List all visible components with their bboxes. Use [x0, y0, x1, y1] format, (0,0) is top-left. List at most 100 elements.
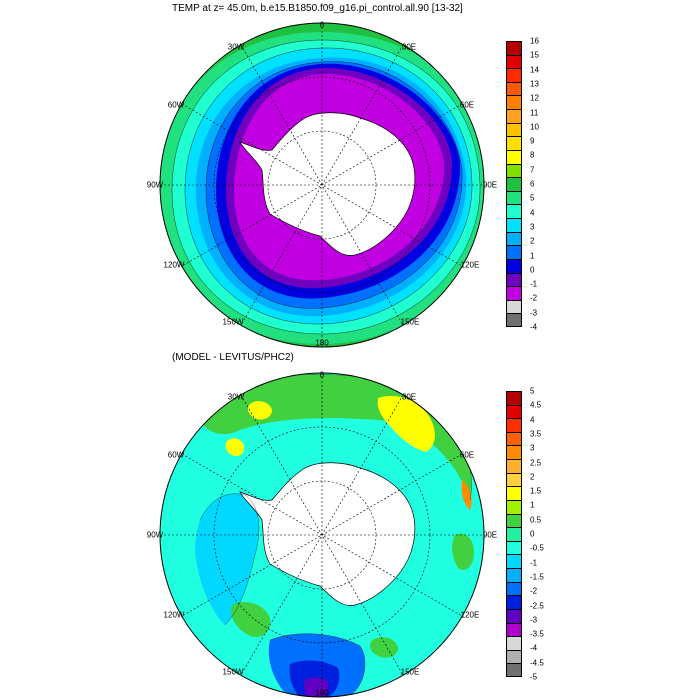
top-colorbar-swatch-14 — [506, 231, 522, 246]
top-colorbar-swatch-3 — [506, 81, 522, 96]
bottom-green-patch-e — [452, 533, 474, 571]
bottom-lon-60e: 60E — [459, 450, 475, 460]
top-colorbar-swatch-17 — [506, 272, 522, 287]
top-colorbar-swatch-2 — [506, 68, 522, 82]
top-colorbar-label: 8 — [530, 150, 535, 160]
bottom-map-title: (MODEL - LEVITUS/PHC2) — [172, 352, 294, 363]
bottom-colorbar-swatch-8 — [506, 499, 522, 514]
bottom-colorbar-swatch-16 — [506, 608, 522, 623]
bottom-colorbar-label: 2 — [530, 472, 535, 482]
top-lon-30w: 30W — [227, 42, 245, 52]
bottom-colorbar-label: -2 — [530, 586, 538, 596]
top-lon-150e: 150E — [400, 317, 420, 327]
bottom-colorbar-label: -2.5 — [530, 601, 544, 610]
bottom-lon-30w: 30W — [227, 392, 245, 402]
top-colorbar-swatch-9 — [506, 163, 522, 178]
top-lon-90w: 90W — [146, 180, 164, 190]
bottom-lon-60w: 60W — [167, 450, 185, 460]
bottom-colorbar-swatch-15 — [506, 595, 522, 609]
bottom-colorbar-swatch-3 — [506, 431, 522, 446]
bottom-colorbar-swatch-17 — [506, 622, 522, 637]
bottom-colorbar-swatch-2 — [506, 418, 522, 432]
top-colorbar-label: 13 — [530, 79, 539, 89]
top-colorbar-swatch-8 — [506, 149, 522, 164]
bottom-colorbar-label: -3 — [530, 615, 538, 625]
top-colorbar-swatch-6 — [506, 122, 522, 137]
bottom-colorbar-label: -5 — [530, 672, 538, 682]
top-colorbar-label: 9 — [530, 136, 535, 146]
top-antarctica — [239, 112, 416, 256]
bottom-colorbar-swatch-11 — [506, 540, 522, 555]
bottom-purple-180 — [304, 677, 329, 697]
bottom-colorbar-label: -4.5 — [530, 658, 544, 668]
top-colorbar-label: 7 — [530, 165, 535, 175]
bottom-yellow-30e — [377, 396, 435, 452]
bottom-colorbar-frame — [506, 391, 522, 677]
bottom-lon-90w: 90W — [146, 530, 164, 540]
top-colorbar-swatch-18 — [506, 286, 522, 300]
bottom-lon-150e: 150E — [400, 667, 420, 677]
top-colorbar-label: 15 — [530, 50, 539, 60]
top-colorbar-label: 12 — [530, 93, 539, 103]
top-lon-180: 180 — [315, 338, 329, 348]
bottom-colorbar-swatch-10 — [506, 527, 522, 541]
top-colorbar-swatch-12 — [506, 204, 522, 219]
top-colorbar-swatch-4 — [506, 95, 522, 110]
top-colorbar-swatch-5 — [506, 109, 522, 123]
bottom-lon-120w: 120W — [163, 610, 185, 620]
bottom-colorbar-label: -1 — [530, 558, 538, 568]
top-colorbar-swatch-1 — [506, 54, 522, 69]
top-colorbar-label: 6 — [530, 179, 535, 189]
top-colorbar-frame — [506, 41, 522, 327]
bottom-colorbar-swatch-14 — [506, 581, 522, 596]
bottom-colorbar-swatch-13 — [506, 568, 522, 582]
top-lon-60e: 60E — [459, 100, 475, 110]
top-colorbar: 16 15 14 13 12 11 10 9 8 7 6 5 4 3 2 1 0 -1 -2 -3 -4 — [506, 37, 566, 332]
bottom-colorbar-swatch-18 — [506, 636, 522, 650]
bottom-green-patch-se — [370, 637, 398, 658]
top-colorbar-label: 16 — [530, 36, 539, 46]
bottom-colorbar-label: -4 — [530, 643, 538, 653]
bottom-colorbar-label: 3 — [530, 443, 535, 453]
bottom-colorbar-swatch-5 — [506, 459, 522, 473]
bottom-colorbar-swatch-19 — [506, 649, 522, 664]
top-lon-120e: 120E — [460, 260, 480, 270]
top-lon-60w: 60W — [167, 100, 185, 110]
top-colorbar-label: 5 — [530, 193, 535, 203]
bottom-colorbar-label: 2.5 — [530, 458, 542, 467]
top-colorbar-swatch-20 — [506, 313, 522, 327]
bottom-colorbar-swatch-4 — [506, 445, 522, 460]
bottom-colorbar-label: 1.5 — [530, 486, 542, 496]
bottom-colorbar-label: 4.5 — [530, 400, 542, 410]
top-colorbar-swatch-11 — [506, 190, 522, 205]
top-lon-0: 0 — [319, 20, 325, 30]
top-colorbar-swatch-16 — [506, 258, 522, 273]
top-map-border — [159, 22, 485, 348]
bottom-lon-120e: 120E — [460, 610, 480, 620]
bottom-graticule — [160, 373, 484, 697]
bottom-colorbar-label: -0.5 — [530, 543, 544, 553]
bottom-yellow-patch-60w — [225, 438, 244, 456]
bottom-green-patch-sw — [231, 602, 271, 638]
bottom-colorbar-swatch-7 — [506, 486, 522, 500]
bottom-colorbar-label: -3.5 — [530, 629, 544, 639]
bottom-colorbar-label: 0.5 — [530, 515, 542, 525]
top-colorbar-label: 1 — [530, 251, 535, 260]
top-lon-90e: 90E — [482, 180, 498, 190]
bottom-lon-180: 180 — [315, 688, 329, 698]
top-colorbar-label: -4 — [530, 322, 538, 332]
bottom-lightblue-sector — [195, 493, 259, 625]
top-colorbar-label: 14 — [530, 65, 539, 75]
top-colorbar-label: 10 — [530, 122, 539, 132]
bottom-colorbar-label: 1 — [530, 500, 535, 510]
bottom-colorbar-swatch-1 — [506, 404, 522, 419]
top-colorbar-label: 4 — [530, 208, 535, 218]
bottom-colorbar-label: 3.5 — [530, 429, 542, 439]
bottom-orange-60e — [461, 480, 472, 510]
top-colorbar-label: -3 — [530, 308, 538, 318]
bottom-colorbar-label: 4 — [530, 415, 535, 425]
top-colorbar-swatch-7 — [506, 136, 522, 150]
bottom-colorbar-swatch-12 — [506, 554, 522, 569]
top-colorbar-label: -1 — [530, 279, 538, 289]
